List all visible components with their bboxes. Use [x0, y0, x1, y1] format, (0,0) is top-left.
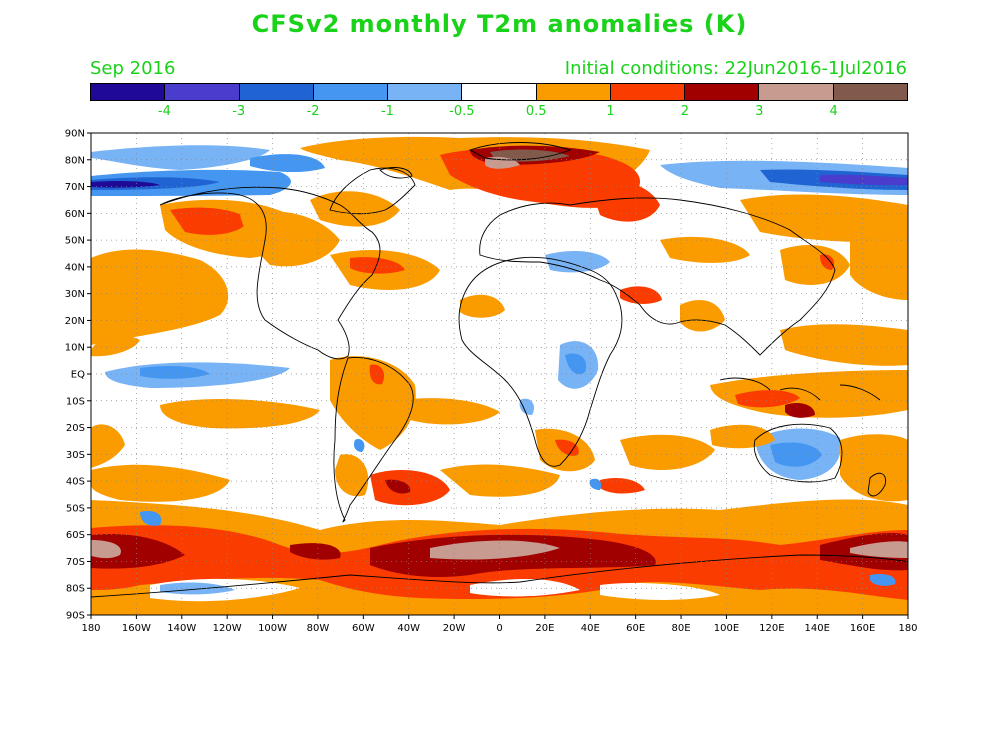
colorbar-label: -4	[157, 104, 171, 119]
colorbar-segment	[536, 84, 611, 100]
longitude-tick-label: 60E	[626, 623, 645, 634]
longitude-tick-label: 40W	[397, 623, 420, 634]
colorbar-label: -2	[306, 104, 320, 119]
latitude-tick-label: EQ	[71, 370, 85, 381]
axis-ticks	[87, 132, 909, 619]
longitude-tick-label: 120E	[759, 623, 784, 634]
colorbar-segment	[165, 84, 240, 100]
map-title: CFSv2 monthly T2m anomalies (K)	[251, 10, 748, 38]
colorbar-segment	[239, 84, 314, 100]
colorbar-segment	[91, 84, 166, 100]
latitude-tick-label: 90S	[66, 611, 85, 622]
longitude-tick-label: 180	[81, 623, 100, 634]
longitude-tick-label: 140E	[805, 623, 830, 634]
latitude-tick-label: 90N	[65, 129, 85, 140]
colorbar-segment	[462, 84, 537, 100]
longitude-tick-label: 160E	[850, 623, 875, 634]
latitude-tick-label: 80S	[66, 584, 85, 595]
colorbar-label: -3	[232, 104, 246, 119]
longitude-tick-label: 40E	[581, 623, 600, 634]
longitude-tick-label: 180	[898, 623, 917, 634]
latitude-tick-label: 20S	[66, 423, 85, 434]
colorbar-label: -0.5	[449, 104, 475, 119]
colorbar-label: 3	[755, 104, 764, 119]
longitude-tick-label: 100E	[714, 623, 739, 634]
latitude-tick-label: 40S	[66, 477, 85, 488]
coastlines	[91, 142, 908, 598]
latitude-tick-label: 20N	[65, 316, 85, 327]
latitude-tick-label: 30S	[66, 450, 85, 461]
longitude-tick-label: 80W	[307, 623, 330, 634]
colorbar-label: 4	[829, 104, 838, 119]
longitude-tick-label: 0	[496, 623, 502, 634]
latitude-tick-label: 50S	[66, 503, 85, 514]
initial-conditions-label: Initial conditions: 22Jun2016-1Jul2016	[564, 58, 907, 79]
colorbar-label: 1	[606, 104, 615, 119]
longitude-tick-label: 120W	[213, 623, 242, 634]
colorbar-label: 0.5	[525, 104, 547, 119]
longitude-labels: 180 160W 140W 120W 100W 80W 60W 40W 20W 0 20E 40E 60…	[81, 623, 917, 634]
longitude-tick-label: 100W	[258, 623, 287, 634]
colorbar-segment	[759, 84, 834, 100]
colorbar-label: -1	[380, 104, 394, 119]
longitude-tick-label: 140W	[167, 623, 196, 634]
latitude-tick-label: 60N	[65, 209, 85, 220]
latitude-tick-label: 30N	[65, 289, 85, 300]
longitude-tick-label: 80E	[672, 623, 691, 634]
colorbar-segment	[833, 84, 907, 100]
latitude-tick-label: 60S	[66, 530, 85, 541]
longitude-tick-label: 160W	[122, 623, 151, 634]
colorbar-segment	[610, 84, 686, 100]
colorbar-segment	[388, 84, 463, 100]
latitude-tick-label: 40N	[65, 262, 85, 273]
forecast-month-label: Sep 2016	[90, 58, 176, 79]
map-gridlines	[91, 133, 908, 615]
longitude-tick-label: 20W	[443, 623, 466, 634]
latitude-tick-label: 50N	[65, 236, 85, 247]
longitude-tick-label: 20E	[535, 623, 554, 634]
colorbar-segment	[685, 84, 760, 100]
color-legend-bar	[90, 83, 908, 101]
longitude-tick-label: 60W	[352, 623, 375, 634]
colorbar-segment	[313, 84, 389, 100]
latitude-tick-label: 10S	[66, 396, 85, 407]
latitude-tick-label: 70N	[65, 182, 85, 193]
latitude-labels: 90N 80N 70N 60N 50N 40N 30N 20N 10N EQ 10S 20S 30S 40…	[65, 129, 85, 622]
latitude-tick-label: 80N	[65, 155, 85, 166]
latitude-tick-label: 10N	[65, 343, 85, 354]
colorbar-label: 2	[680, 104, 690, 119]
latitude-tick-label: 70S	[66, 557, 85, 568]
